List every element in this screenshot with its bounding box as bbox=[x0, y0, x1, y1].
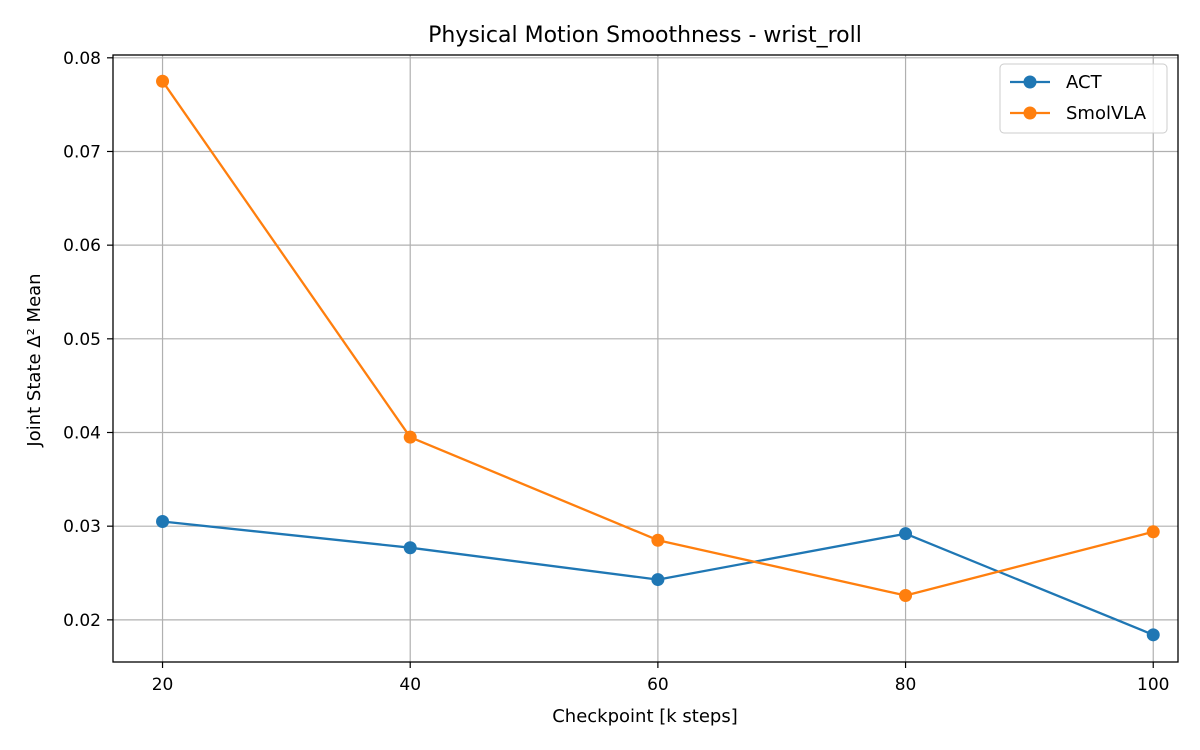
data-point-act bbox=[403, 541, 417, 555]
x-tick-label: 60 bbox=[647, 675, 669, 695]
y-tick-label: 0.07 bbox=[63, 142, 101, 162]
legend-marker-smolvla bbox=[1023, 106, 1037, 120]
data-point-smolvla bbox=[156, 74, 170, 88]
y-tick-label: 0.02 bbox=[63, 611, 101, 631]
x-tick-label: 40 bbox=[399, 675, 421, 695]
x-tick-label: 20 bbox=[152, 675, 174, 695]
plot-frame bbox=[112, 54, 1179, 663]
data-point-smolvla bbox=[899, 588, 913, 602]
legend-marker-act bbox=[1023, 75, 1037, 89]
y-axis-label: Joint State Δ² Mean bbox=[24, 273, 45, 447]
x-axis-label: Checkpoint [k steps] bbox=[552, 706, 738, 727]
data-point-smolvla bbox=[1146, 525, 1160, 539]
y-tick-label: 0.05 bbox=[63, 330, 101, 350]
ticks: 20 40 60 80 100 0.02 0.03 0.04 0.05 0.06 0.07 0.08 bbox=[63, 49, 1169, 695]
legend-label-smolvla: SmolVLA bbox=[1066, 103, 1147, 124]
legend-label-act: ACT bbox=[1066, 72, 1103, 93]
data-point-act bbox=[651, 573, 665, 587]
data-point-act bbox=[1146, 628, 1160, 642]
data-point-act bbox=[899, 527, 913, 541]
data-point-smolvla bbox=[651, 533, 665, 547]
chart-title: Physical Motion Smoothness - wrist_roll bbox=[428, 23, 862, 48]
data-point-smolvla bbox=[403, 430, 417, 444]
grid bbox=[113, 55, 1178, 662]
legend: ACT SmolVLA bbox=[999, 63, 1168, 134]
y-tick-label: 0.06 bbox=[63, 236, 101, 256]
y-tick-label: 0.03 bbox=[63, 517, 101, 537]
x-tick-label: 100 bbox=[1137, 675, 1169, 695]
y-tick-label: 0.04 bbox=[63, 424, 101, 444]
series-layer bbox=[156, 74, 1160, 642]
y-tick-label: 0.08 bbox=[63, 49, 101, 69]
data-point-act bbox=[156, 514, 170, 528]
x-tick-label: 80 bbox=[895, 675, 917, 695]
